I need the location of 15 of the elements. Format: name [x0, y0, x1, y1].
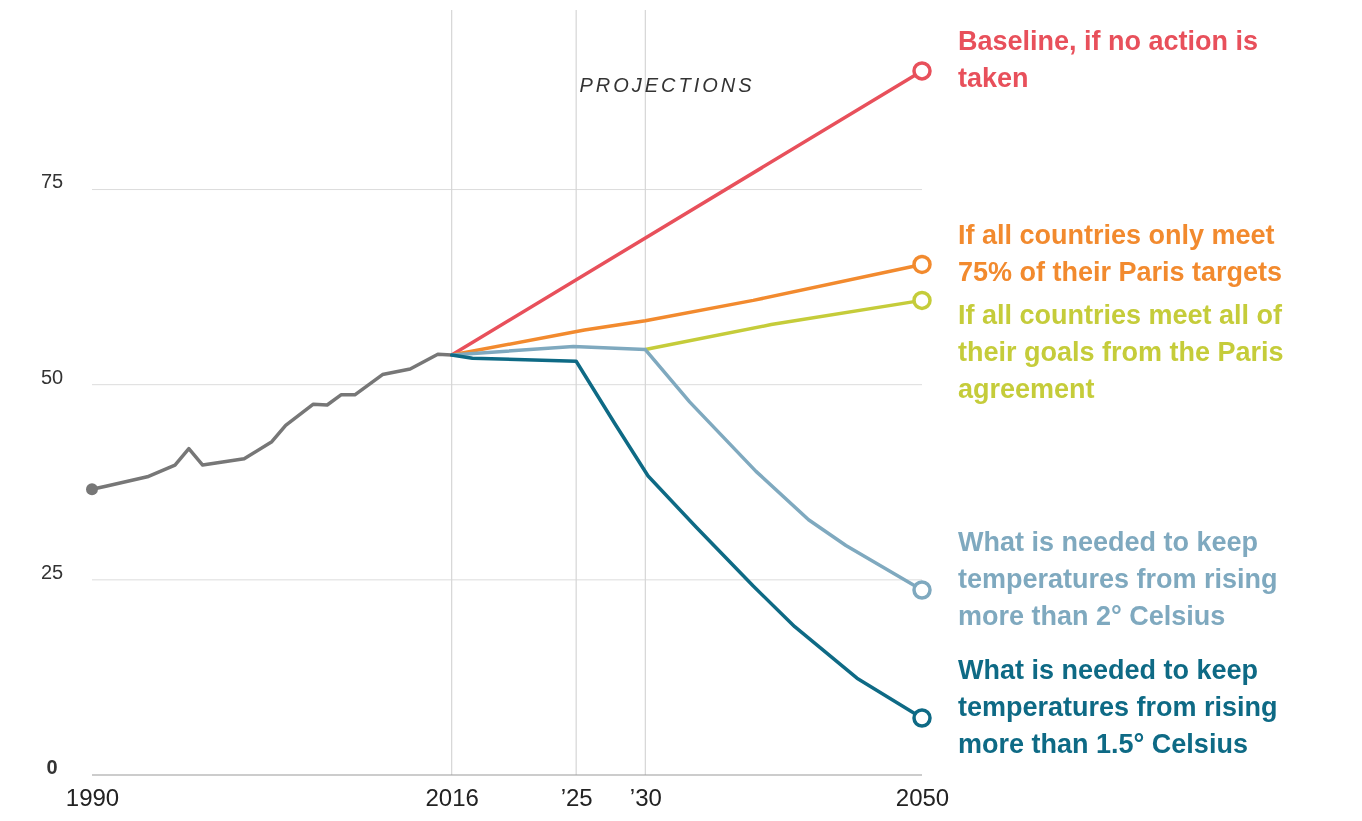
series-label: What is needed to keep temperatures from rising more than 1.5° Celsius [958, 655, 1278, 760]
x-tick-label: 2016 [425, 784, 479, 812]
series-label: If all countries meet all of their goals from the Paris agreement [958, 299, 1284, 404]
annotation: PROJECTIONS [579, 74, 755, 96]
y-tick-label: 0 [46, 755, 58, 778]
y-tick-label: 75 [40, 170, 64, 193]
series-label: Baseline, if no action is taken [958, 26, 1259, 94]
x-tick-label: ’30 [629, 784, 662, 812]
x-tick-label: ’25 [560, 784, 593, 812]
x-tick-label: 1990 [65, 784, 120, 812]
x-tick-label: 2050 [895, 784, 950, 812]
y-tick-label: 50 [40, 365, 64, 388]
series-label: If all countries only meet 75% of their Paris targets [958, 219, 1283, 287]
series-label: What is needed to keep temperatures from rising more than 2° Celsius [958, 526, 1278, 631]
y-tick-label: 25 [40, 560, 64, 583]
